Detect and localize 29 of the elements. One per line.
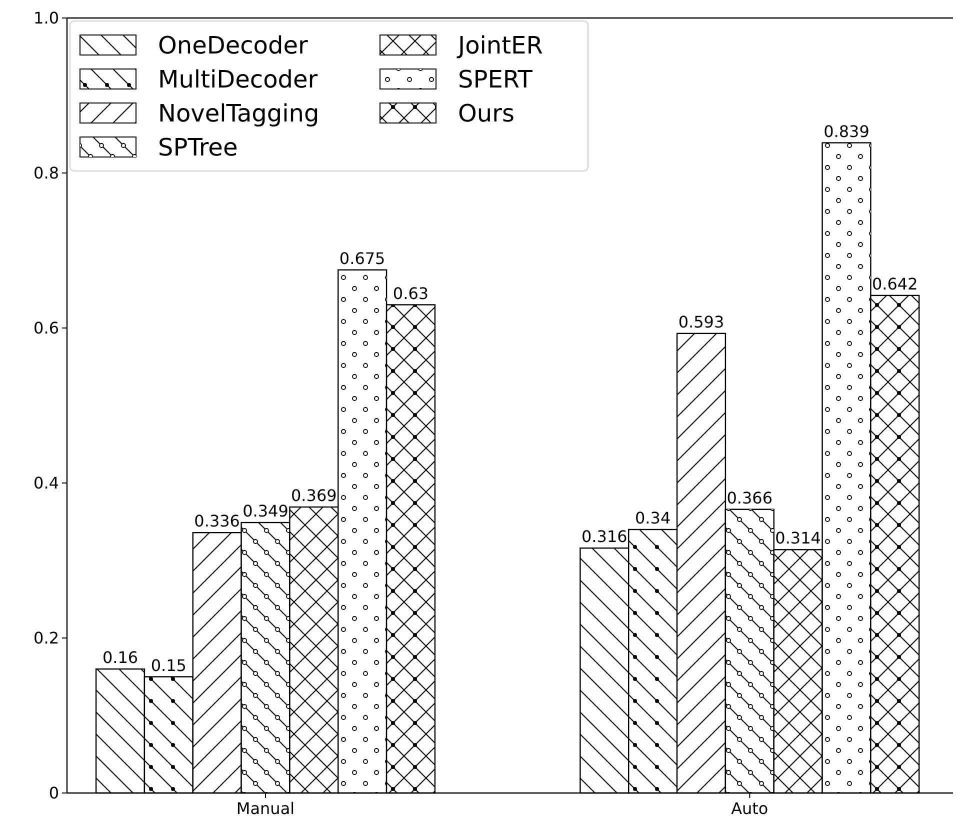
data-label: 0.366 xyxy=(726,488,773,508)
y-tick-label: 0.4 xyxy=(34,474,59,493)
y-tick-label: 0.8 xyxy=(34,164,59,183)
data-label: 0.15 xyxy=(150,656,186,675)
legend-label: Ours xyxy=(458,99,514,128)
x-tick-label: Manual xyxy=(236,799,295,818)
legend-label: MultiDecoder xyxy=(158,65,318,94)
data-label: 0.675 xyxy=(339,248,386,268)
data-label: 0.336 xyxy=(194,512,240,531)
data-label: 0.16 xyxy=(102,648,138,667)
y-tick-label: 1.0 xyxy=(34,8,59,28)
data-label: 0.63 xyxy=(392,284,429,303)
data-label: 0.369 xyxy=(291,486,337,506)
legend-label: OneDecoder xyxy=(158,31,308,60)
data-label: 0.839 xyxy=(824,122,870,141)
y-tick-label: 0 xyxy=(48,784,59,803)
data-label: 0.34 xyxy=(635,508,671,528)
data-label: 0.316 xyxy=(582,527,628,546)
data-label: 0.593 xyxy=(678,312,724,332)
data-label: 0.349 xyxy=(242,502,288,521)
legend-label: SPTree xyxy=(158,133,238,162)
y-tick-label: 0.6 xyxy=(34,318,59,338)
legend-label: JointER xyxy=(456,31,543,60)
x-tick-label: Auto xyxy=(731,799,768,818)
legend-label: NovelTagging xyxy=(158,99,320,128)
legend-label: SPERT xyxy=(458,65,533,94)
data-label: 0.642 xyxy=(872,274,918,294)
data-label: 0.314 xyxy=(775,528,821,548)
y-tick-label: 0.2 xyxy=(34,628,59,648)
